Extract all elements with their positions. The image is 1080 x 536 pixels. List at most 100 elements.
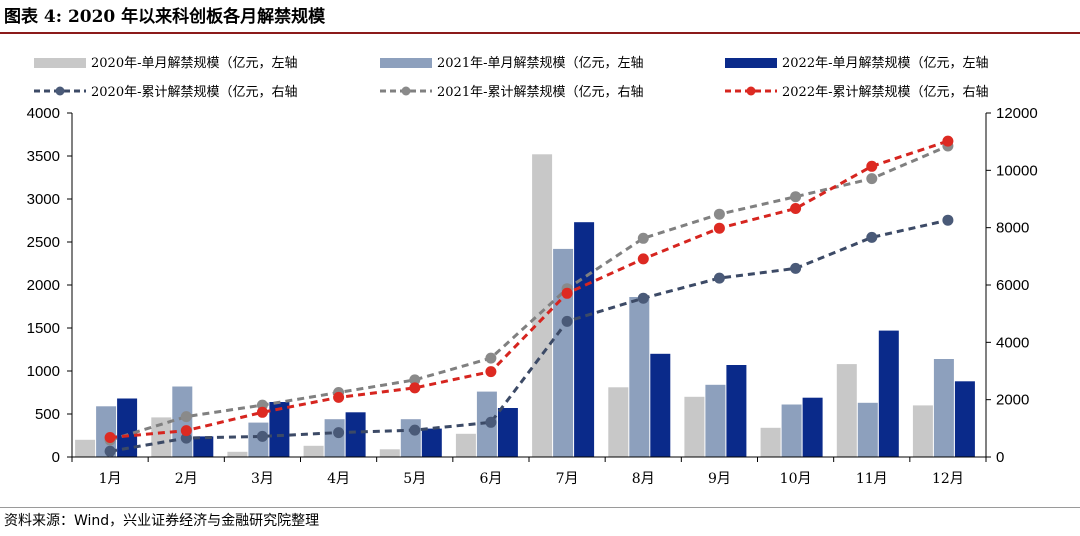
bar-2-11 [857,402,878,457]
point-3-7 [561,287,573,299]
point-3-8 [637,253,649,265]
x-tick-label-9: 9月 [708,471,731,487]
legend-label-line-3: 2022年-累计解禁规模（亿元，右轴 [782,85,988,100]
bar-2-12 [933,359,954,457]
left-tick-label-2: 1000 [27,363,60,380]
point-2-11 [866,173,878,185]
point-1-1 [104,445,116,457]
left-tick-label-6: 3000 [27,191,60,208]
legend-marker-line-1 [55,86,65,96]
x-tick-label-7: 7月 [556,471,579,487]
point-2-6 [485,352,497,364]
x-tick-label-4: 4月 [327,471,350,487]
bar-1-10 [760,427,781,457]
right-tick-label-5: 10000 [996,162,1038,179]
bar-1-11 [836,364,857,457]
x-tick-label-6: 6月 [479,471,502,487]
point-3-12 [942,135,954,147]
bar-3-12 [954,381,975,457]
bar-2-4 [324,419,345,457]
x-tick-label-1: 1月 [99,471,122,487]
right-tick-label-2: 4000 [996,334,1029,351]
point-2-10 [790,191,802,203]
bar-3-2 [193,436,214,457]
right-tick-label-6: 12000 [996,105,1038,122]
point-3-5 [409,382,421,394]
line-series-3 [109,139,949,439]
line-series-2 [109,144,949,442]
legend-label-bar-3: 2022年-单月解禁规模（亿元，左轴 [782,56,988,71]
point-3-6 [485,366,497,378]
bar-3-5 [421,428,442,457]
right-tick-label-4: 8000 [996,220,1029,237]
bar-3-11 [878,330,899,457]
left-tick-label-5: 2500 [27,234,60,251]
footer-divider [0,507,1080,508]
point-3-10 [790,203,802,214]
chart-axes: 0 500 1000 1500 2000 2500 3000 3500 4000 0 2000 400… [27,105,1038,487]
bar-1-8 [608,387,629,457]
point-1-5 [409,424,421,436]
bar-1-9 [684,396,705,457]
point-3-4 [333,391,345,403]
point-1-8 [637,292,649,304]
point-3-1 [104,432,116,443]
bar-1-5 [379,449,400,457]
point-1-3 [256,430,268,442]
bar-1-3 [227,451,248,457]
legend-label-bar-2: 2021年-单月解禁规模（亿元，左轴 [437,56,643,71]
left-tick-label-3: 1500 [27,320,60,337]
bar-3-3 [269,402,290,457]
x-tick-label-2: 2月 [175,471,198,487]
point-2-8 [637,232,649,244]
legend-swatch-bar-3 [725,58,777,68]
bar-1-6 [455,433,476,457]
point-1-11 [866,231,878,243]
left-tick-label-4: 2000 [27,277,60,294]
x-tick-label-8: 8月 [632,471,655,487]
bar-2-7 [553,248,574,457]
legend-swatch-bar-2 [380,58,432,68]
legend-marker-line-2 [401,86,411,96]
x-tick-label-11: 11月 [856,471,888,487]
bar-3-10 [802,397,823,457]
bar-3-8 [650,353,671,457]
point-2-2 [180,411,192,423]
bar-1-12 [912,405,933,457]
point-1-10 [790,262,802,274]
bar-3-7 [574,222,595,457]
bar-2-10 [781,404,802,457]
x-tick-label-12: 12月 [932,471,964,487]
point-3-11 [866,160,878,172]
bar-1-1 [75,439,96,457]
legend-marker-line-3 [746,86,756,96]
left-tick-label-8: 4000 [27,105,60,122]
left-tick-label-0: 0 [52,449,60,466]
point-1-12 [942,214,954,226]
bar-1-2 [151,417,172,457]
line-series-1 [109,218,949,453]
bar-3-4 [345,412,366,457]
point-1-4 [333,427,345,439]
unlock-scale-chart: 2020年-单月解禁规模（亿元，左轴 2021年-单月解禁规模（亿元，左轴 2022… [27,56,1038,487]
point-1-9 [713,272,725,284]
bar-1-4 [303,445,324,457]
x-tick-label-3: 3月 [251,471,274,487]
bar-3-6 [497,408,518,457]
bar-2-8 [629,297,650,457]
source-note: 资料来源：Wind，兴业证券经济与金融研究院整理 [4,513,320,529]
line-series-group [104,135,954,457]
figure-title: 图表 4: 2020 年以来科创板各月解禁规模 [4,7,326,27]
point-2-5 [409,374,421,386]
bar-series-group [75,154,975,458]
point-1-6 [485,416,497,428]
x-tick-label-5: 5月 [403,471,426,487]
bar-2-9 [705,384,726,457]
bar-3-9 [726,365,747,457]
title-divider [0,32,1080,34]
left-tick-label-7: 3500 [27,148,60,165]
right-tick-label-0: 0 [996,449,1004,466]
chart-legend: 2020年-单月解禁规模（亿元，左轴 2021年-单月解禁规模（亿元，左轴 2022… [34,56,988,100]
point-3-9 [713,222,725,234]
left-tick-label-1: 500 [35,406,60,423]
